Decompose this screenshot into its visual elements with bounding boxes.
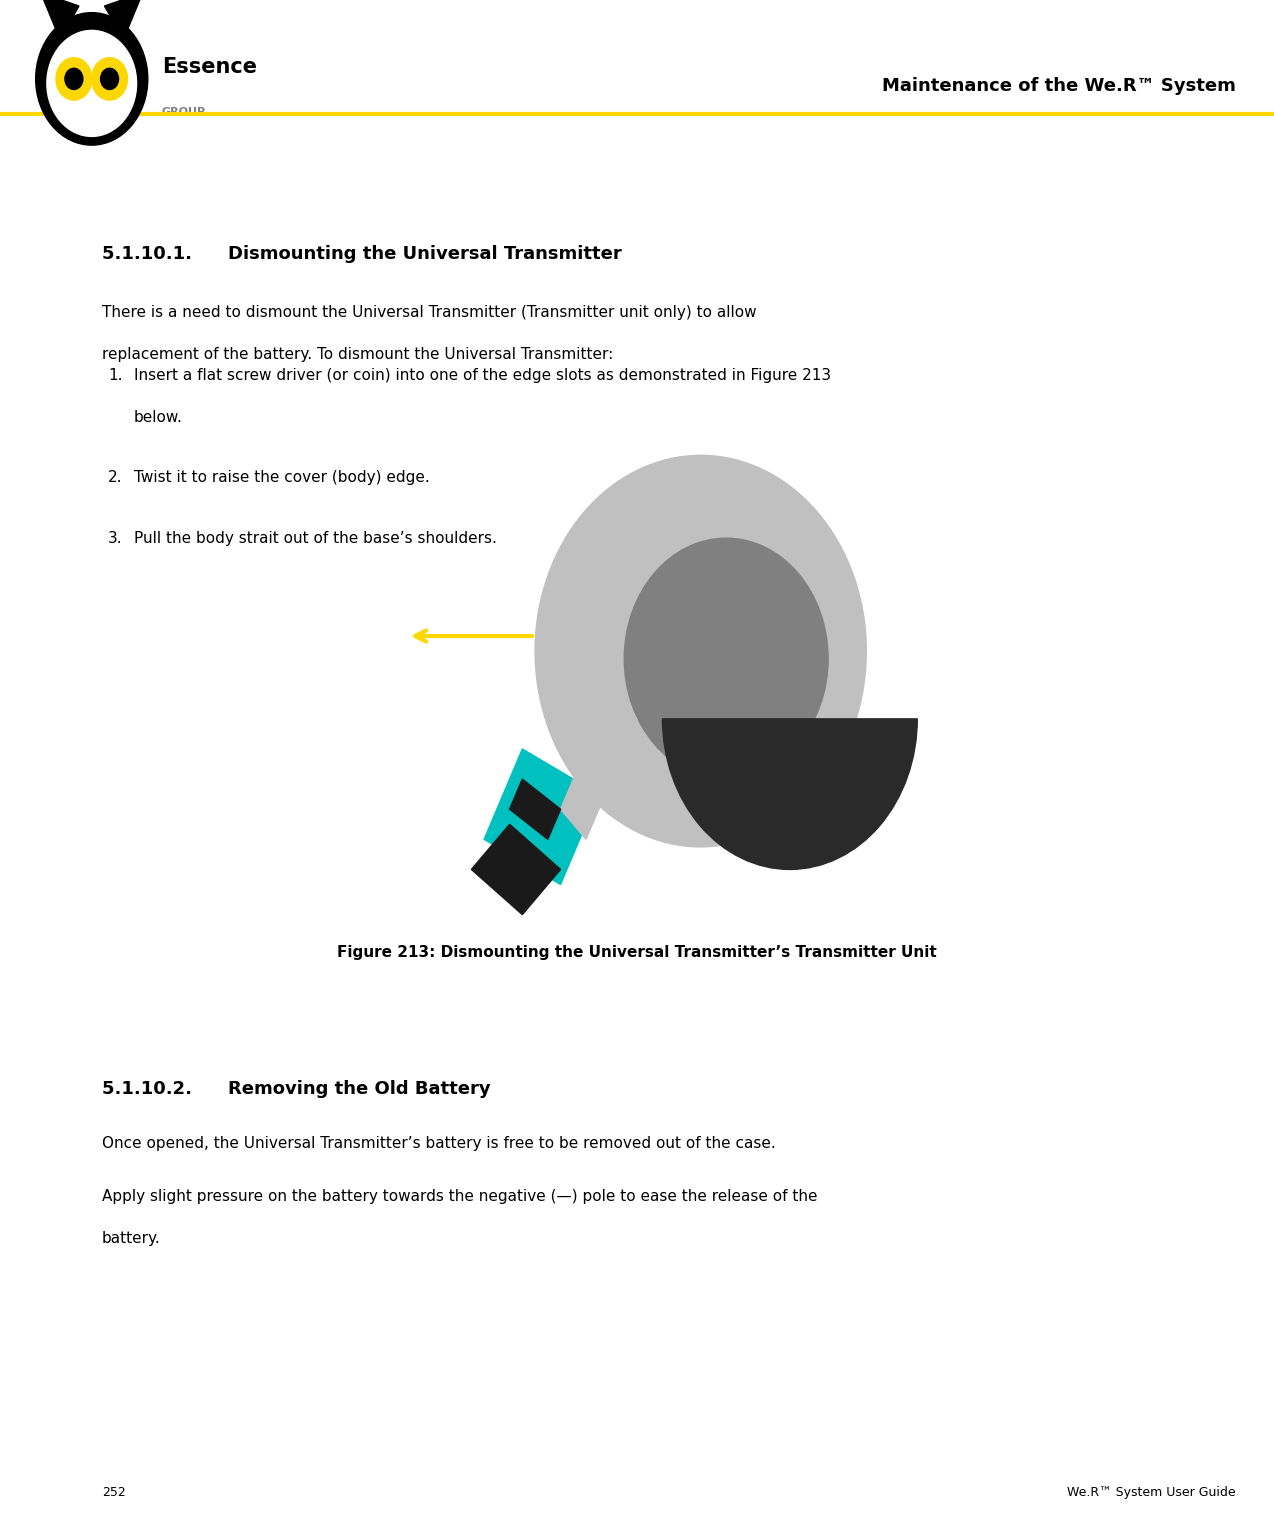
Text: 5.1.10.1.  Dismounting the Universal Transmitter: 5.1.10.1. Dismounting the Universal Tran… [102, 245, 622, 262]
Polygon shape [484, 749, 599, 884]
Text: Twist it to raise the cover (body) edge.: Twist it to raise the cover (body) edge. [134, 470, 429, 486]
Polygon shape [561, 689, 637, 840]
Circle shape [36, 12, 148, 146]
Polygon shape [471, 824, 561, 915]
Circle shape [624, 538, 828, 780]
Polygon shape [104, 0, 143, 40]
Text: Essence: Essence [162, 57, 257, 77]
Text: GROUP: GROUP [162, 107, 206, 116]
Text: Figure 213: Dismounting the Universal Transmitter’s Transmitter Unit: Figure 213: Dismounting the Universal Tr… [338, 945, 936, 959]
Text: Pull the body strait out of the base’s shoulders.: Pull the body strait out of the base’s s… [134, 530, 497, 545]
Text: Insert a flat screw driver (or coin) into one of the edge slots as demonstrated : Insert a flat screw driver (or coin) int… [134, 368, 831, 383]
Text: 252: 252 [102, 1486, 126, 1498]
Text: We.R™ System User Guide: We.R™ System User Guide [1068, 1486, 1236, 1498]
Text: below.: below. [134, 411, 182, 426]
Circle shape [56, 58, 92, 100]
Circle shape [92, 58, 127, 100]
Polygon shape [41, 0, 79, 40]
Circle shape [47, 31, 136, 136]
Text: Apply slight pressure on the battery towards the negative (—) pole to ease the r: Apply slight pressure on the battery tow… [102, 1189, 818, 1204]
Text: There is a need to dismount the Universal Transmitter (Transmitter unit only) to: There is a need to dismount the Universa… [102, 305, 757, 320]
Circle shape [101, 69, 118, 89]
Text: battery.: battery. [102, 1230, 161, 1246]
Text: Once opened, the Universal Transmitter’s battery is free to be removed out of th: Once opened, the Universal Transmitter’s… [102, 1135, 776, 1151]
Text: 5.1.10.2.  Removing the Old Battery: 5.1.10.2. Removing the Old Battery [102, 1080, 490, 1098]
Circle shape [535, 455, 866, 847]
Text: Maintenance of the We.R™ System: Maintenance of the We.R™ System [882, 78, 1236, 95]
Text: 2.: 2. [108, 470, 122, 486]
Circle shape [65, 69, 83, 89]
Wedge shape [662, 719, 917, 870]
Polygon shape [510, 780, 561, 840]
Text: 1.: 1. [108, 368, 122, 383]
Text: replacement of the battery. To dismount the Universal Transmitter:: replacement of the battery. To dismount … [102, 346, 613, 362]
Text: 3.: 3. [108, 530, 122, 545]
